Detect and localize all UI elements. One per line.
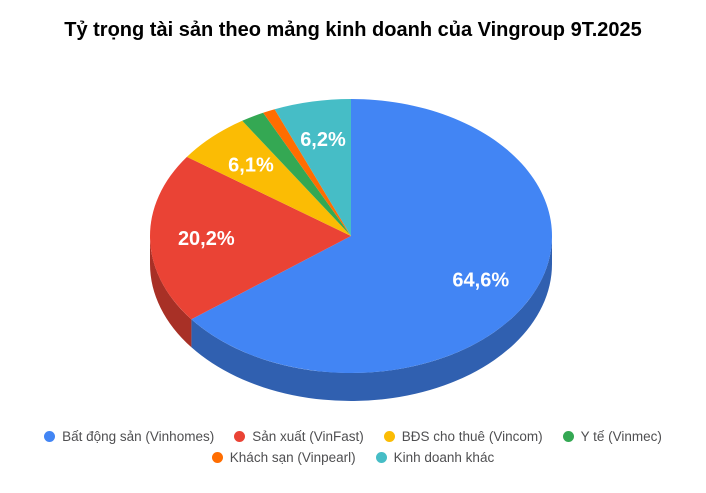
pie-slice-4[interactable] bbox=[242, 112, 351, 236]
pie-slice-5[interactable] bbox=[263, 109, 351, 236]
legend-label: Kinh doanh khác bbox=[393, 450, 495, 465]
legend-swatch-icon bbox=[562, 431, 574, 442]
legend-swatch-icon bbox=[375, 452, 387, 463]
legend-row-2: Khách sạn (Vinpearl) Kinh doanh khác bbox=[211, 450, 495, 465]
slice-percent-label: 6,1% bbox=[228, 155, 274, 177]
legend-label: BĐS cho thuê (Vincom) bbox=[401, 429, 543, 444]
legend-swatch-icon bbox=[234, 431, 246, 442]
slice-percent-label: 6,2% bbox=[300, 129, 346, 151]
legend-label: Y tế (Vinmec) bbox=[580, 429, 662, 444]
legend-row-1: Bất động sản (Vinhomes) Sản xuất (VinFast… bbox=[44, 429, 662, 444]
legend-swatch-icon bbox=[383, 431, 395, 442]
legend-swatch-icon bbox=[211, 452, 223, 463]
legend-item-6[interactable]: Kinh doanh khác bbox=[375, 450, 495, 465]
legend-label: Sản xuất (VinFast) bbox=[252, 429, 364, 444]
legend-item-1[interactable]: Bất động sản (Vinhomes) bbox=[44, 429, 214, 444]
chart-title: Tỷ trọng tài sản theo mảng kinh doanh củ… bbox=[64, 19, 642, 41]
slice-percent-label: 64,6% bbox=[452, 270, 509, 292]
chart-legend: Bất động sản (Vinhomes) Sản xuất (VinFast… bbox=[0, 429, 706, 465]
legend-label: Khách sạn (Vinpearl) bbox=[229, 450, 356, 465]
pie-slice-side bbox=[150, 236, 192, 348]
pie-slice-6[interactable] bbox=[274, 99, 351, 236]
slice-percent-label: 20,2% bbox=[178, 228, 235, 250]
pie-slice-2[interactable] bbox=[149, 156, 351, 320]
legend-swatch-icon bbox=[44, 431, 56, 442]
legend-item-2[interactable]: Sản xuất (VinFast) bbox=[234, 429, 364, 444]
legend-label: Bất động sản (Vinhomes) bbox=[62, 429, 215, 444]
pie-slice-side bbox=[191, 236, 553, 402]
pie-slice-3[interactable] bbox=[186, 120, 351, 236]
legend-item-3[interactable]: BĐS cho thuê (Vincom) bbox=[383, 429, 543, 444]
legend-item-5[interactable]: Khách sạn (Vinpearl) bbox=[211, 450, 356, 465]
legend-item-4[interactable]: Y tế (Vinmec) bbox=[562, 429, 662, 444]
pie-slice-1[interactable] bbox=[191, 99, 552, 373]
